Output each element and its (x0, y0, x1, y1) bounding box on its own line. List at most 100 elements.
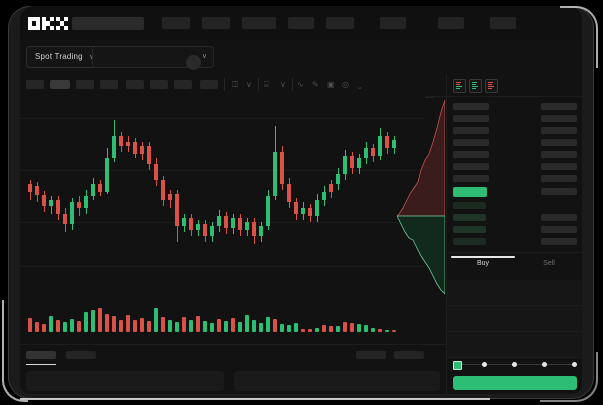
tab-buy[interactable]: Buy (476, 260, 490, 267)
orderbook-ask-row[interactable] (453, 139, 489, 146)
orderbook-ask-row[interactable] (453, 115, 489, 122)
candle-body (189, 218, 193, 230)
candle-body (266, 196, 270, 226)
candle-body (28, 184, 32, 192)
trading-pair-selector[interactable]: ∨ (92, 46, 214, 68)
device-highlight-bottom-right (540, 352, 598, 402)
orderbook-ask-row-size (541, 175, 577, 182)
order-amount-field[interactable] (447, 306, 582, 332)
orderbook-view-both-icon[interactable] (453, 79, 466, 93)
orderbook-bid-row[interactable] (453, 214, 486, 221)
nav-item-4[interactable] (288, 17, 314, 29)
bottom-action-1[interactable] (356, 351, 386, 359)
toolbar-divider-3 (292, 78, 293, 91)
orderbook-bid-row[interactable] (453, 238, 486, 245)
orderbook-view-bids-icon[interactable] (469, 79, 482, 93)
volume-bar (273, 319, 277, 332)
orderbook-ask-row-size (541, 127, 577, 134)
orderbook-ask-row[interactable] (453, 151, 489, 158)
order-book-view-toggles (447, 74, 582, 97)
bottom-action-2[interactable] (394, 351, 424, 359)
candle-body (217, 216, 221, 226)
depth-chart-overlay (397, 98, 445, 296)
timeframe-1w[interactable] (174, 80, 192, 89)
orderbook-ask-row-size (541, 115, 577, 122)
slider-stop-25[interactable] (482, 362, 487, 367)
volume-bar (63, 322, 67, 332)
candle-body (238, 218, 242, 230)
volume-bar (357, 324, 361, 332)
slider-stop-50[interactable] (512, 362, 517, 367)
orderbook-view-asks-icon[interactable] (485, 79, 498, 93)
orderbook-ask-row[interactable] (453, 163, 489, 170)
indicator-icon[interactable]: ⌸ (264, 80, 269, 89)
candle-body (203, 224, 207, 236)
candle-body (91, 184, 95, 196)
device-highlight-left (2, 300, 28, 402)
candle-type-icon[interactable]: ⎅ (232, 80, 239, 89)
orderbook-ask-row-size (541, 151, 577, 158)
volume-bar (133, 320, 137, 332)
volume-bar (49, 316, 53, 332)
timeframe-1m[interactable] (26, 80, 44, 89)
candle-body (245, 222, 249, 230)
chevron-down-icon-2[interactable]: ∨ (280, 80, 286, 89)
orderbook-last-price (453, 187, 487, 197)
candle-body (126, 142, 130, 146)
price-chart[interactable] (20, 96, 425, 344)
camera-icon[interactable]: ▣ (327, 80, 335, 89)
timeframe-1h[interactable] (100, 80, 118, 89)
chevron-down-icon[interactable]: ∨ (246, 80, 252, 89)
candle-body (280, 152, 284, 184)
orderbook-bid-row[interactable] (453, 202, 486, 209)
nav-item-8[interactable] (490, 17, 516, 29)
timeframe-4h[interactable] (126, 80, 144, 89)
candle-body (343, 156, 347, 174)
bottom-card-right (234, 371, 440, 391)
settings-gear-icon[interactable]: ◎ (342, 80, 349, 89)
nav-search-box[interactable] (72, 17, 144, 30)
volume-bar (378, 329, 382, 332)
candle-body (112, 136, 116, 158)
candle-body (378, 136, 382, 156)
toolbar-divider-2 (258, 78, 259, 91)
timeframe-1d[interactable] (150, 80, 168, 89)
slider-stop-100[interactable] (572, 362, 577, 367)
timeframe-5m[interactable] (50, 80, 70, 89)
line-tool-icon[interactable]: ∿ (297, 80, 304, 89)
tab-sell[interactable]: Sell (543, 260, 555, 267)
candle-body (133, 142, 137, 154)
orderbook-bid-row-size (541, 214, 577, 221)
volume-bar (287, 325, 291, 332)
orderbook-ask-row[interactable] (453, 175, 489, 182)
tab-order-history[interactable] (66, 351, 96, 359)
nav-item-5[interactable] (326, 17, 354, 29)
volume-bar (112, 316, 116, 332)
timeframe-1mo[interactable] (200, 80, 218, 89)
orders-panel (20, 344, 446, 394)
nav-item-1[interactable] (162, 17, 190, 29)
volume-bar (322, 325, 326, 332)
volume-bar (203, 321, 207, 332)
chevron-down-icon: ∨ (201, 53, 207, 60)
okx-logo[interactable] (28, 17, 68, 30)
volume-bar (189, 320, 193, 332)
nav-item-7[interactable] (438, 17, 464, 29)
timeframe-15m[interactable] (76, 80, 94, 89)
nav-item-6[interactable] (380, 17, 406, 29)
candle-body (231, 218, 235, 228)
pencil-icon[interactable]: ✎ (312, 80, 319, 89)
orderbook-bid-row[interactable] (453, 226, 486, 233)
nav-item-2[interactable] (202, 17, 230, 29)
volume-bar (231, 318, 235, 332)
slider-handle[interactable] (453, 361, 462, 370)
fullscreen-icon[interactable]: ⎵ (358, 80, 362, 89)
chart-gridline (20, 266, 425, 267)
orderbook-ask-row[interactable] (453, 127, 489, 134)
orderbook-ask-row-size (541, 139, 577, 146)
tab-open-orders[interactable] (26, 351, 56, 359)
nav-item-3[interactable] (242, 17, 276, 29)
order-price-field[interactable] (447, 280, 582, 306)
orderbook-header-left (453, 103, 489, 110)
volume-bar (336, 326, 340, 332)
